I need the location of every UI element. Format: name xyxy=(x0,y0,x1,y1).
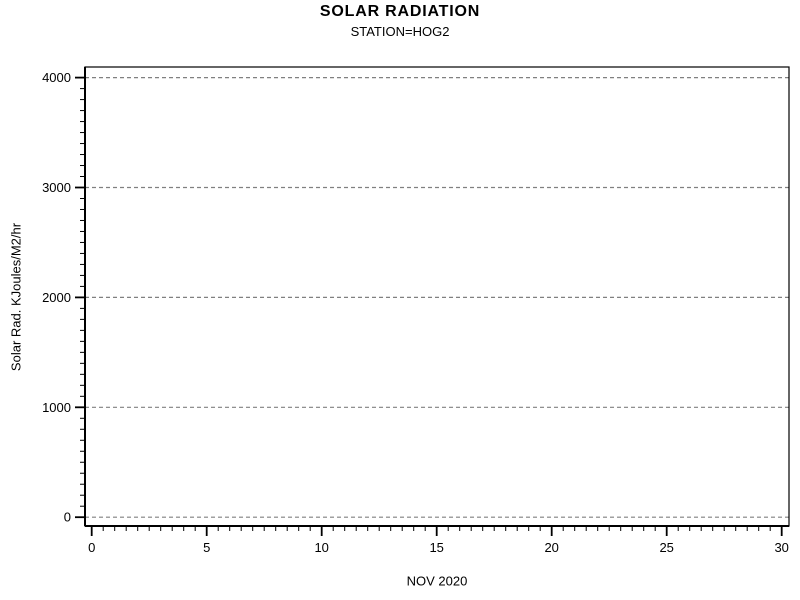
y-tick-label: 2000 xyxy=(42,290,71,305)
x-tick-label: 25 xyxy=(659,540,673,555)
y-tick-label: 1000 xyxy=(42,400,71,415)
plot-frame xyxy=(84,66,790,527)
x-tick-label: 5 xyxy=(203,540,210,555)
x-tick-label: 15 xyxy=(429,540,443,555)
y-tick-label: 4000 xyxy=(42,70,71,85)
chart-subtitle: STATION=HOG2 xyxy=(350,24,450,39)
chart-title: SOLAR RADIATION xyxy=(319,3,481,20)
x-tick-label: 30 xyxy=(774,540,788,555)
x-axis-title: NOV 2020 xyxy=(406,573,468,589)
x-tick-label: 20 xyxy=(544,540,558,555)
y-tick-label: 0 xyxy=(64,510,71,525)
y-axis-title: Solar Rad. KJoules/M2/hr xyxy=(8,222,24,372)
x-tick-label: 0 xyxy=(88,540,95,555)
x-tick-label: 10 xyxy=(314,540,328,555)
y-tick-label: 3000 xyxy=(42,180,71,195)
